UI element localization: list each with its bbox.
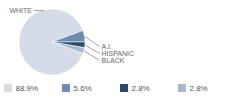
svg-text:88.9%: 88.9%: [16, 84, 39, 93]
svg-text:2.8%: 2.8%: [190, 84, 208, 93]
svg-text:5.6%: 5.6%: [74, 84, 92, 93]
svg-text:2.8%: 2.8%: [132, 84, 150, 93]
svg-text:WHITE: WHITE: [9, 7, 32, 14]
svg-text:A.I.: A.I.: [102, 43, 113, 50]
svg-text:BLACK: BLACK: [102, 57, 125, 64]
svg-text:HISPANIC: HISPANIC: [102, 50, 135, 57]
